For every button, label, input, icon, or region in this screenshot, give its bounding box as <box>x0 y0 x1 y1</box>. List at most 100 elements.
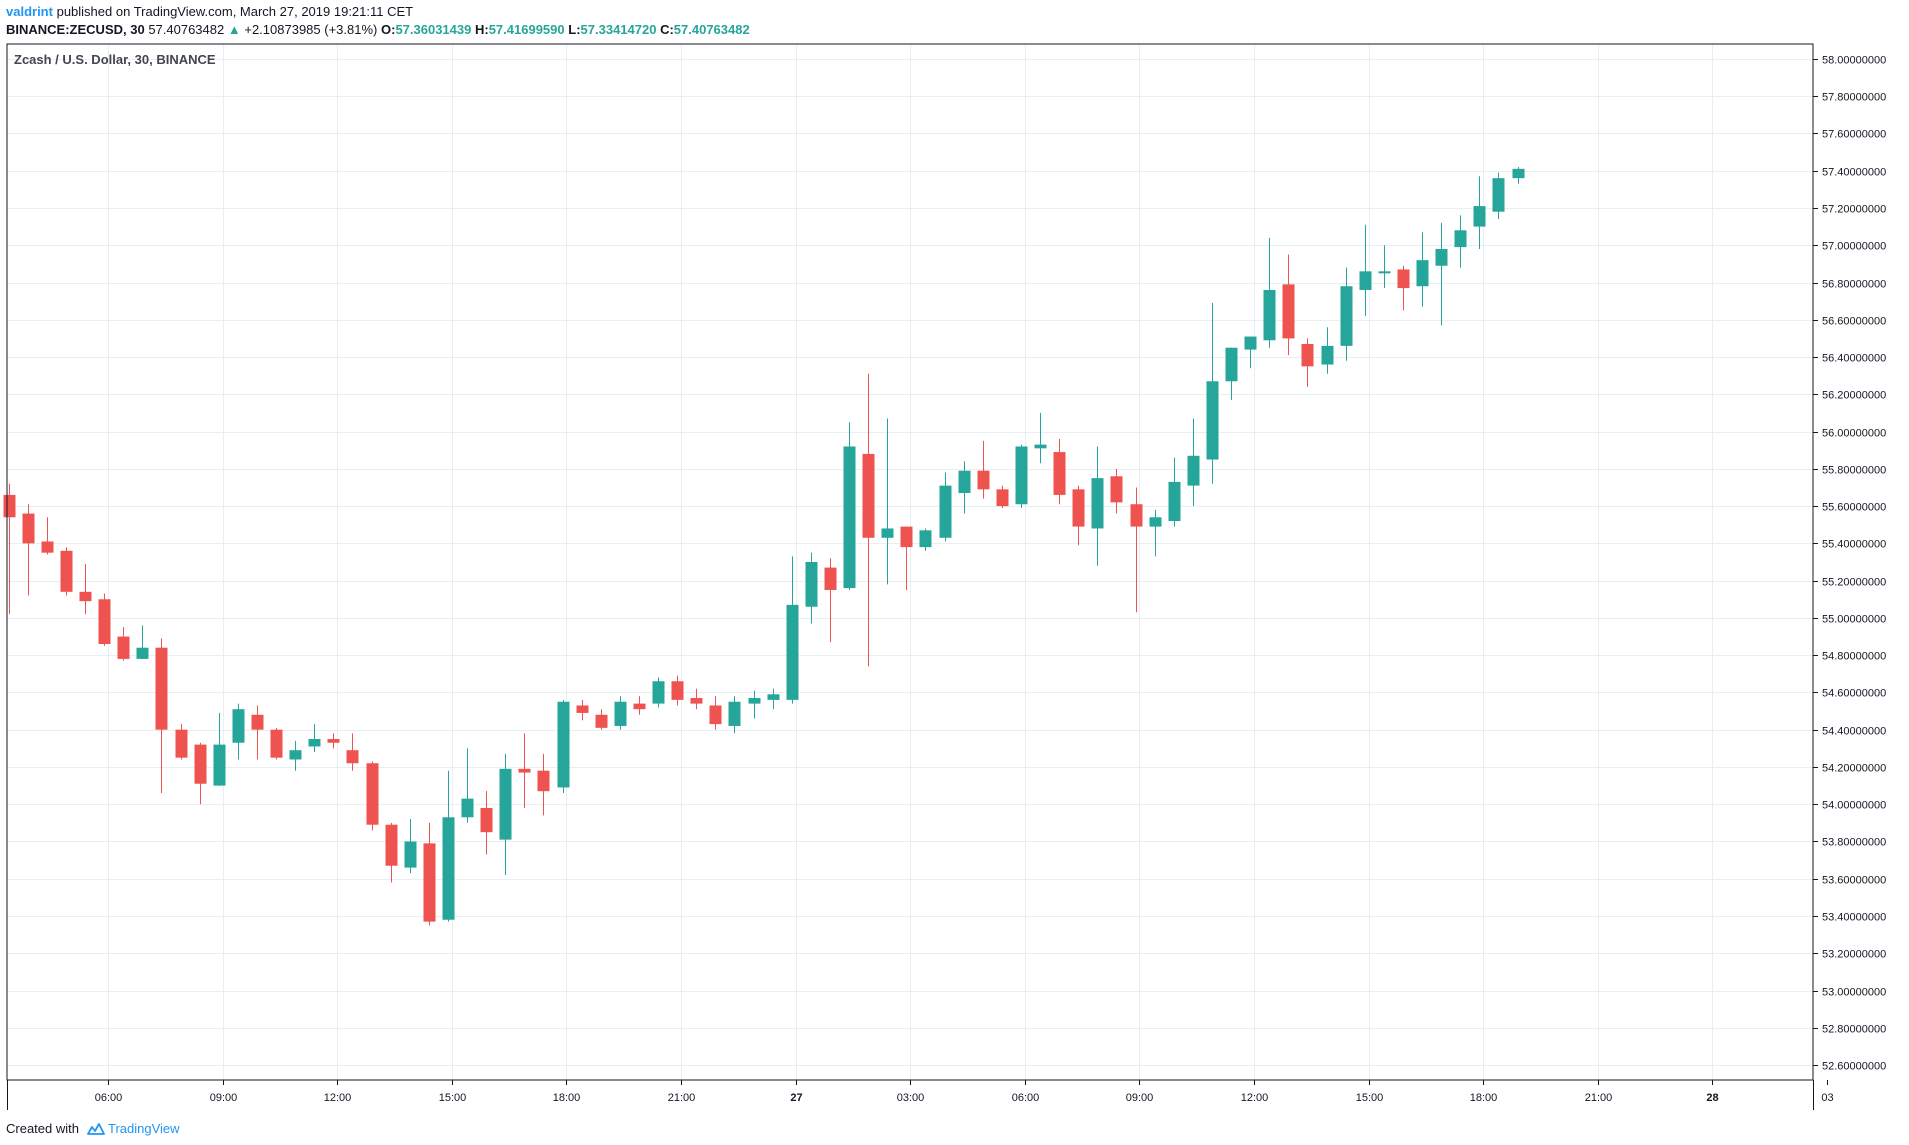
candle <box>1340 267 1353 361</box>
y-tick-label: 54.80000000 <box>1822 651 1886 663</box>
candle-body <box>194 744 207 784</box>
candle-body <box>1053 452 1066 495</box>
candle-body <box>175 729 188 758</box>
last-price: 57.40763482 <box>148 22 225 37</box>
candle <box>194 742 207 805</box>
candle-body <box>1015 446 1028 505</box>
y-tick-label: 52.60000000 <box>1822 1061 1886 1073</box>
candle-body <box>1244 336 1257 350</box>
candle <box>270 727 283 760</box>
y-tick-label: 54.40000000 <box>1822 726 1886 738</box>
y-tick-label: 55.20000000 <box>1822 577 1886 589</box>
candle <box>862 373 875 667</box>
author-link[interactable]: valdrint <box>6 4 53 19</box>
candle-body <box>786 604 799 700</box>
footer-credit: Created with TradingView <box>6 1121 180 1136</box>
y-tick-label: 52.80000000 <box>1822 1024 1886 1036</box>
candle-body <box>423 843 436 922</box>
candle <box>98 593 111 646</box>
candle <box>289 740 302 771</box>
open-value: 57.36031439 <box>395 22 472 37</box>
candle-body <box>366 763 379 825</box>
y-tick-label: 55.00000000 <box>1822 614 1886 626</box>
candle-body <box>748 698 761 704</box>
candle-body <box>1110 476 1123 503</box>
x-tick-label: 06:00 <box>1012 1092 1040 1104</box>
axes-layer: 52.60000000 52.80000000 53.00000000 53.2000… <box>6 43 1886 1110</box>
candle-body <box>1301 343 1314 367</box>
candle-body <box>289 750 302 760</box>
candle <box>1034 412 1047 464</box>
candle <box>1416 232 1429 307</box>
high-label: H: <box>474 22 489 37</box>
candle <box>786 556 799 704</box>
change-up-arrow-icon: ▲ <box>227 22 241 37</box>
candle <box>1512 166 1525 184</box>
candle <box>22 504 35 596</box>
candle-body <box>251 714 264 730</box>
candle <box>136 625 149 659</box>
candle <box>1492 172 1505 220</box>
x-tick-label: 09:00 <box>1126 1092 1154 1104</box>
candlestick-chart[interactable]: 52.60000000 52.80000000 53.00000000 53.2000… <box>0 0 1909 1110</box>
x-tick-label: 06:00 <box>95 1092 123 1104</box>
candle <box>346 733 359 771</box>
candle <box>480 791 493 855</box>
y-tick-label: 56.40000000 <box>1822 353 1886 365</box>
candle <box>1168 457 1181 527</box>
candle-body <box>1378 271 1391 274</box>
y-tick-label: 57.40000000 <box>1822 167 1886 179</box>
tradingview-brand-link[interactable]: TradingView <box>83 1121 180 1136</box>
candle <box>1435 222 1448 326</box>
candle-body <box>1473 206 1486 227</box>
candle-body <box>881 528 894 538</box>
candle-body <box>1435 248 1448 266</box>
candle <box>690 688 703 710</box>
created-with-text: Created with <box>6 1121 79 1136</box>
x-tick-label: 15:00 <box>439 1092 467 1104</box>
candle <box>1225 347 1238 400</box>
y-tick-label: 53.60000000 <box>1822 875 1886 887</box>
candle <box>1244 336 1257 369</box>
candle-body <box>1416 260 1429 287</box>
x-tick-label: 21:00 <box>1585 1092 1613 1104</box>
candle-body <box>442 817 455 920</box>
candle-body <box>385 824 398 866</box>
y-tick-label: 55.80000000 <box>1822 465 1886 477</box>
low-label: L: <box>568 22 581 37</box>
candle <box>366 761 379 831</box>
candle <box>709 696 722 730</box>
y-tick-label: 58.00000000 <box>1822 55 1886 67</box>
tradingview-cloud-icon <box>87 1123 105 1135</box>
candle-body <box>939 485 952 538</box>
candle-body <box>614 701 627 726</box>
candle-body <box>633 703 646 710</box>
candle <box>60 547 73 596</box>
candle <box>805 552 818 624</box>
candle-body <box>862 453 875 538</box>
candle <box>117 627 130 661</box>
close-label: C: <box>660 22 674 37</box>
candle-body <box>1492 178 1505 212</box>
candle-body <box>22 513 35 544</box>
candle <box>1378 245 1391 289</box>
candle-body <box>1149 517 1162 527</box>
candle <box>557 699 570 794</box>
x-tick-label: 03:00 <box>897 1092 925 1104</box>
chart-title: Zcash / U.S. Dollar, 30, BINANCE <box>14 52 216 67</box>
candle <box>881 418 894 585</box>
candle <box>1473 176 1486 249</box>
candle <box>1397 265 1410 311</box>
candle <box>461 748 474 823</box>
candle-body <box>346 750 359 764</box>
candle-body <box>652 681 665 704</box>
chart-grid <box>7 44 1813 1080</box>
high-value: 57.41699590 <box>488 22 565 37</box>
candle <box>308 724 321 753</box>
y-tick-label: 56.00000000 <box>1822 428 1886 440</box>
candle-body <box>1091 478 1104 529</box>
candle-body <box>308 739 321 747</box>
close-value: 57.40763482 <box>673 22 750 37</box>
candle-body <box>1321 345 1334 365</box>
candle-body <box>728 701 741 726</box>
